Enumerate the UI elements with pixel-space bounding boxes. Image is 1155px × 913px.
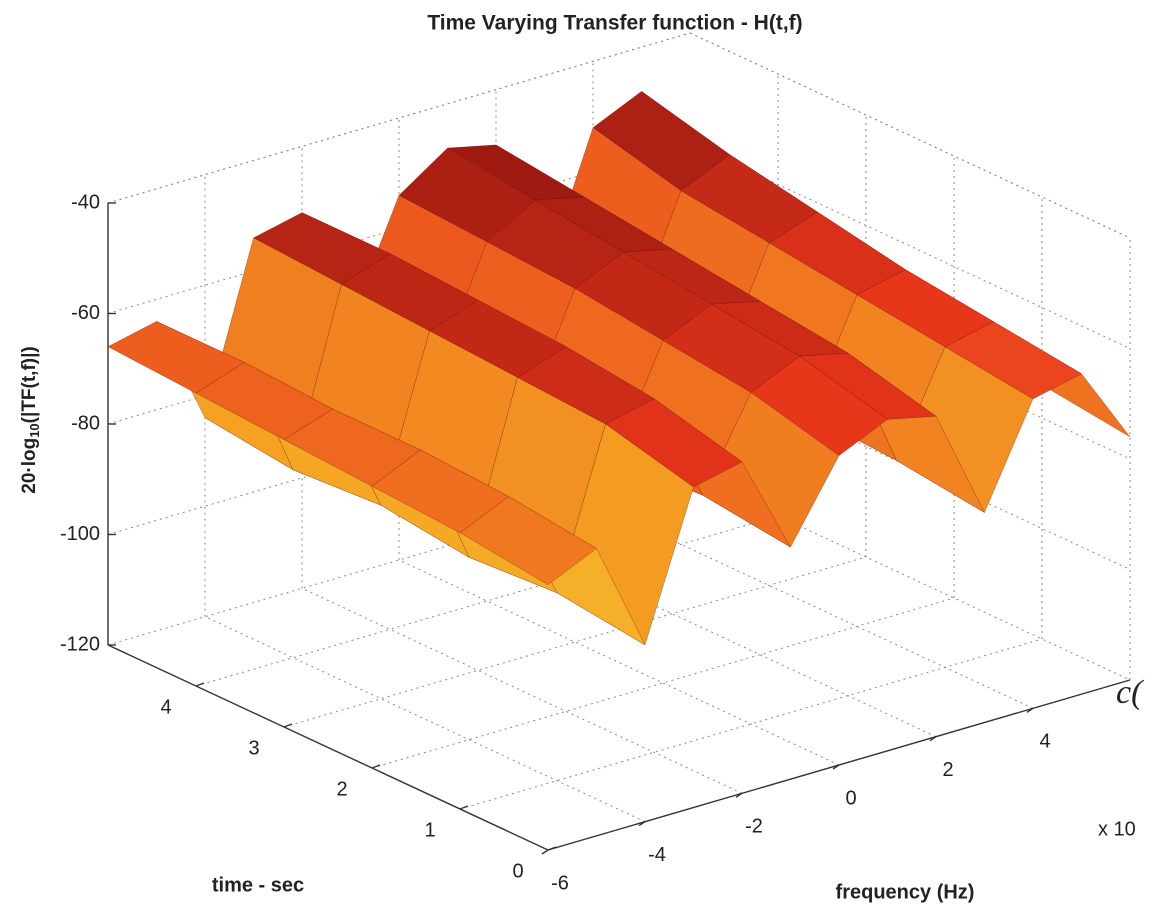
x-tick [735,792,743,798]
y-tick-label: 4 [160,696,171,718]
x-tick [929,736,937,742]
x-tick-label: 4 [1039,731,1050,753]
y-tick-label: 2 [336,778,347,800]
y-tick-label: 1 [424,819,435,841]
y-tick [547,846,557,851]
y-tick [283,723,293,728]
z-label-suffix: (|TF(t,f)|) [19,346,40,423]
box-edge [107,32,691,204]
z-tick-label: -120 [60,633,100,655]
y-axis-label: time - sec [212,874,304,896]
z-axis-label: 20·log10(|TF(t,f)|) [19,346,42,494]
y-tick-label: 3 [248,737,259,759]
grid-line [283,556,867,728]
x-tick [638,821,646,827]
y-tick [459,805,469,810]
x-tick-label: -6 [551,872,569,894]
grid-line [371,597,955,769]
x-tick-label: 2 [942,759,953,781]
plot-area: -120 -100 -80 -60 -40 -6 -4 -2 0 2 4 0 1 2 3 4 [60,32,1131,894]
x-exponent-label: x 10 [1098,818,1136,840]
x-tick-label: 0 [845,787,856,809]
x-tick [1026,707,1034,713]
grid-line [195,515,779,687]
z-tick-label: -60 [71,302,100,324]
grid-line [459,638,1043,810]
y-tick [371,764,381,769]
x-axis-label: frequency (Hz) [836,881,975,903]
x-tick [832,764,840,770]
z-label-sub: 10 [27,423,42,437]
x-tick [541,849,549,855]
y-axis [107,644,549,851]
z-label-prefix: 20·log [19,438,40,494]
x-tick-label: -4 [648,844,666,866]
z-tick-label: -100 [60,523,100,545]
surface-cell [459,496,597,586]
x-tick-label: -2 [745,816,763,838]
y-tick [195,682,205,687]
y-tick-label: 0 [512,860,523,882]
annotation: c( [1116,674,1145,711]
chart-title: Time Varying Transfer function - H(t,f) [427,12,802,35]
z-tick-label: -40 [71,191,100,213]
z-tick-label: -80 [71,412,100,434]
